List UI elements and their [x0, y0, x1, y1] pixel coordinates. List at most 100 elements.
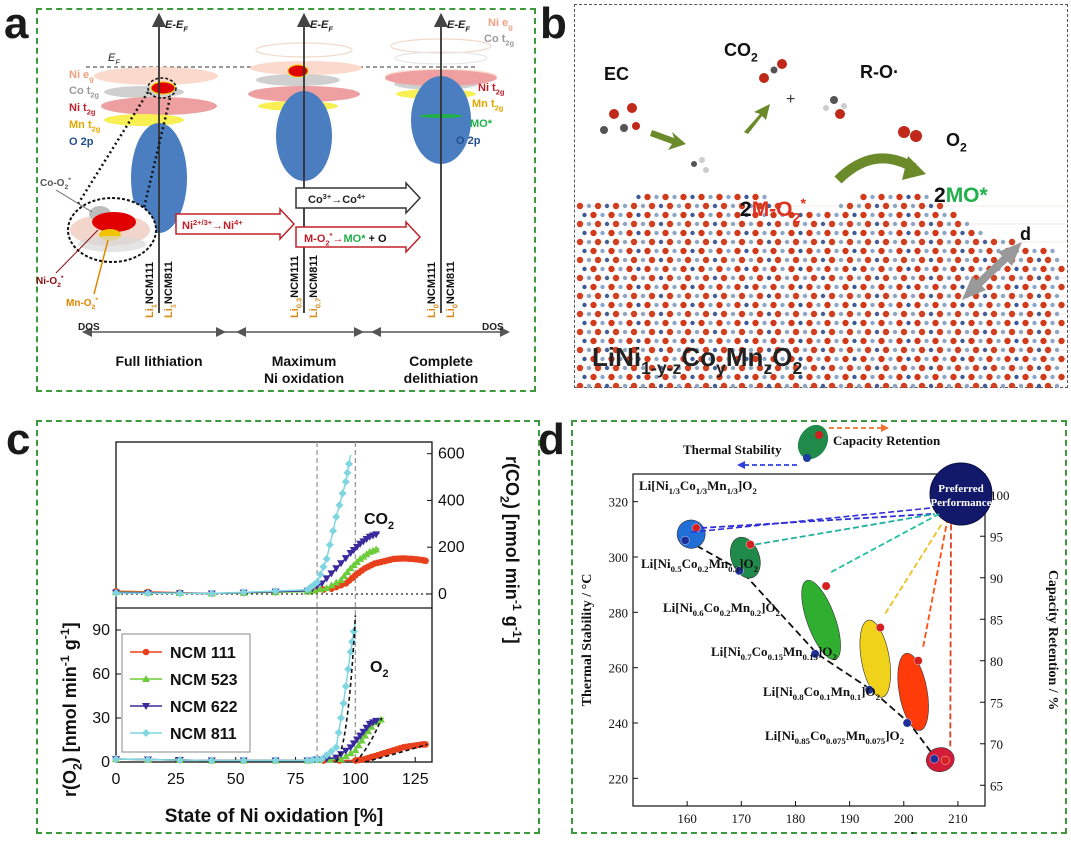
- thermal-stability-point-4: [864, 685, 874, 695]
- o2-point: [364, 727, 373, 735]
- thermal-stability-point-3: [810, 649, 820, 659]
- capacity-retention-point-6: [940, 755, 950, 765]
- co2-point: [422, 557, 429, 565]
- panel-c-letter: c: [6, 415, 31, 464]
- panel-a-diagram: EF E-EF E-EF E-EF DOS DOS Ni eg Co t2g Ni t2g Mn …: [36, 12, 515, 386]
- fermi-level-label: EF: [108, 52, 120, 66]
- right-y-tick-label-70: 70: [990, 737, 1003, 752]
- stage-3-name: Complete: [409, 353, 473, 369]
- label-formula: LiNi1-y-zCoyMnzO2: [592, 342, 803, 378]
- o2-point: [352, 736, 361, 744]
- right-y-tick-label-75: 75: [990, 695, 1003, 710]
- co2-point: [207, 589, 216, 598]
- co2-point: [271, 587, 280, 596]
- o2-point: [313, 755, 322, 764]
- legend-label: NCM 523: [170, 672, 238, 689]
- material-label-3: Li[Ni0.6Co0.2Mn0.2]O2: [663, 600, 781, 618]
- arrow-co-oxidation: [295, 181, 422, 215]
- o2-point: [356, 732, 365, 740]
- arrow-to-target-2: [755, 513, 936, 546]
- o2-point: [327, 747, 336, 756]
- o2-point: [346, 744, 355, 752]
- co2-point: [175, 589, 184, 598]
- arrow-co-oxidation-text: Co3+→Co4+: [308, 192, 366, 206]
- x-tick-label-75: 75: [287, 771, 305, 788]
- o2-point: [354, 741, 363, 749]
- x-tick-label-180: 180: [786, 811, 806, 826]
- solvent-fragment: [691, 157, 709, 173]
- inset-label-ni: Ni-O2*: [36, 275, 64, 289]
- ni-o2-state: [150, 81, 176, 95]
- right-y-tick-label-90: 90: [990, 571, 1003, 586]
- co2-point: [309, 586, 318, 594]
- co2-point: [338, 489, 347, 498]
- co2-molecule: [759, 59, 787, 83]
- fit-ncm811: [335, 615, 357, 763]
- o2-point: [351, 746, 360, 754]
- inset-ni-state: [92, 212, 136, 232]
- x-tick-label-125: 125: [402, 771, 429, 788]
- capacity-retention-point-3: [821, 581, 831, 591]
- o2-point: [207, 756, 216, 765]
- arrow-curved-reaction: [834, 153, 917, 184]
- thermal-stability-point-6: [929, 754, 939, 764]
- arrow-mo-formation: [295, 220, 422, 254]
- dos-arrow-mid-2: [371, 327, 381, 337]
- o2-point: [344, 665, 353, 674]
- o2-point: [359, 728, 368, 736]
- o2-y-tick-label-30: 30: [92, 710, 110, 727]
- x-tick-label-0: 0: [112, 771, 121, 788]
- co2-point: [332, 565, 341, 573]
- inset-band-lower: [78, 236, 146, 252]
- mn-t2g-band: [104, 114, 184, 126]
- panel-c-chart: 0 25 50 75 100 125 0 30 60 90 0 200 400 600 State of N…: [58, 441, 524, 827]
- right-y-tick-label-95: 95: [990, 529, 1003, 544]
- o2-point: [341, 682, 350, 691]
- panel-c-frame: [36, 420, 540, 834]
- dos-arrow-mid-1: [236, 327, 246, 337]
- arrow-ni-oxidation: [175, 207, 296, 241]
- label-ni-eg-right: Ni eg: [488, 17, 513, 31]
- co2-y-tick-label-600: 600: [438, 446, 465, 463]
- y-axis-label-left: Thermal Stability / °C: [580, 574, 595, 707]
- panel-b-diagram: EC CO2 + R-O· O2 2M-O2* 2MO* d LiNi1-y-zCoyMnzO2: [574, 40, 1068, 388]
- inset-label-co: Co-O2*: [40, 177, 71, 191]
- inset-pointer-co: [55, 189, 93, 213]
- right-y-tick-label-80: 80: [990, 654, 1003, 669]
- x-axis-label: State of Ni oxidation [%]: [165, 806, 384, 827]
- energy-axis-label-2: E-EF: [310, 19, 333, 33]
- x-tick-label-160: 160: [677, 811, 697, 826]
- o2-point: [346, 749, 355, 757]
- co2-point: [341, 555, 350, 563]
- label-o2: O2: [946, 130, 967, 154]
- label-co-t2g-right: Co t2g: [484, 33, 515, 47]
- fit-ncm622: [354, 717, 383, 763]
- o2-line-3: [115, 621, 357, 762]
- legend-marker: [142, 648, 150, 656]
- capacity-retention-point-4: [875, 623, 885, 632]
- y-axis-label-right: Capacity Retention / %: [1045, 570, 1060, 710]
- co2-point: [325, 540, 334, 549]
- panel-a-letter: a: [4, 0, 29, 48]
- left-y-tick-label-280: 280: [609, 605, 629, 620]
- co2-y-tick-label-0: 0: [438, 586, 447, 603]
- label-ni-eg-left: Ni eg: [69, 69, 94, 83]
- co2-point: [303, 585, 312, 594]
- o2-point: [317, 755, 326, 764]
- energy-axis-label-3: E-EF: [447, 19, 470, 33]
- stage-2-ncm811-label: Li0.7NCM811: [308, 255, 322, 318]
- co2-point: [343, 468, 352, 477]
- o2-point: [349, 740, 358, 748]
- label-ni-t2g-right: Ni t2g: [478, 82, 505, 96]
- label-ni-t2g-left: Ni t2g: [69, 102, 96, 116]
- y-axis-label-o2: r(O2) [nmol min-1 g-1]: [58, 622, 84, 797]
- label-mo-right: MO*: [470, 118, 493, 130]
- co2-point: [341, 477, 350, 486]
- co2-point: [337, 575, 346, 583]
- legend-label: NCM 111: [170, 645, 236, 662]
- o2-point: [303, 756, 312, 765]
- arrow-to-target-3: [830, 513, 940, 573]
- material-ellipse-6: [926, 747, 955, 773]
- o2-point: [112, 755, 120, 764]
- ec-molecule: [600, 103, 640, 134]
